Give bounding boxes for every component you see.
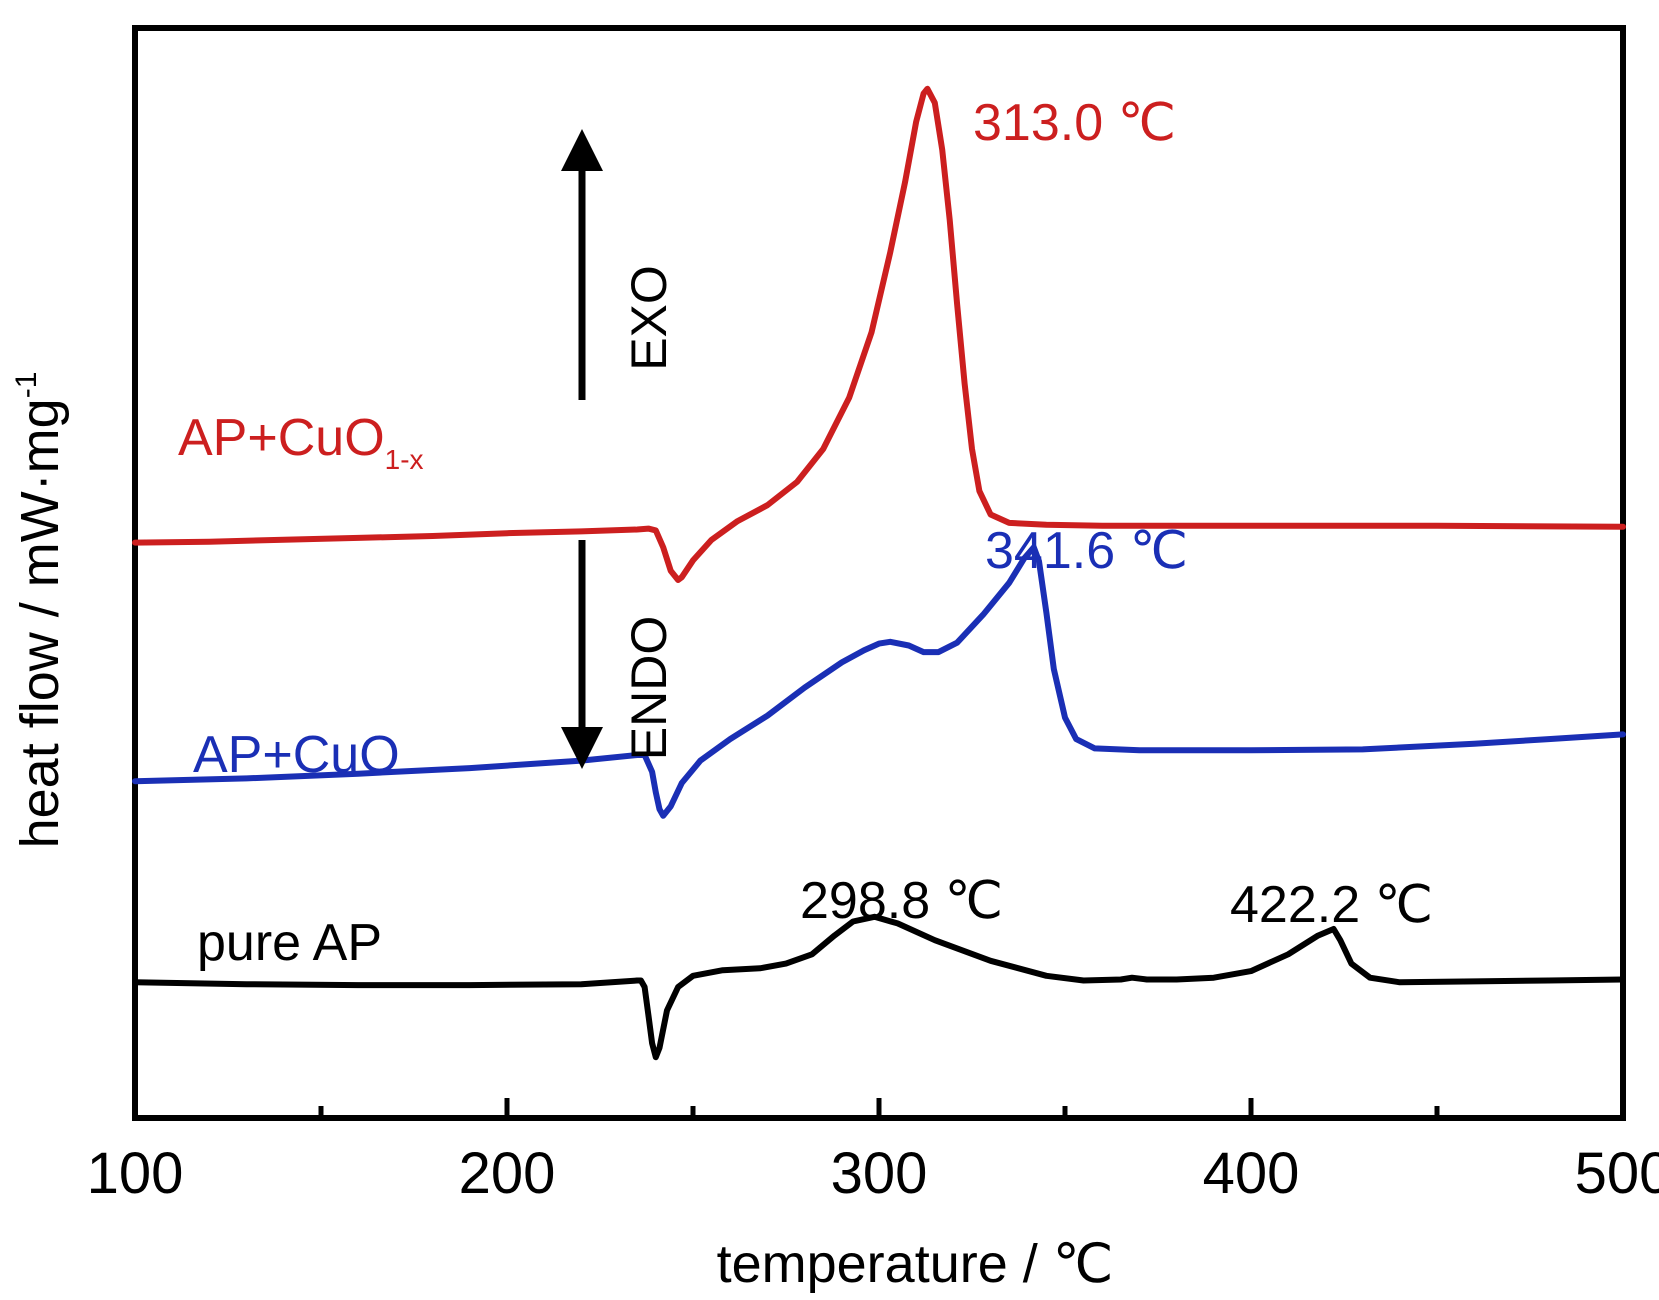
peak-label-313: 313.0 ℃ (973, 94, 1176, 152)
series-label-ap-cuo1x-main: AP+CuO (178, 409, 385, 467)
series-line-ap-cuo1x (132, 85, 1626, 583)
x-tick-label-200: 200 (459, 1141, 556, 1206)
series-layer (132, 85, 1626, 1061)
peak-label-341: 341.6 ℃ (985, 522, 1188, 580)
y-axis-title-sup: -1 (10, 372, 43, 399)
x-ticks: 100 200 300 400 500 (87, 1098, 1659, 1206)
x-tick-label-300: 300 (831, 1141, 928, 1206)
series-label-ap-cuo1x: AP+CuO1-x (178, 409, 424, 475)
y-axis-title-main: heat flow / mW·mg (10, 398, 70, 848)
x-tick-label-100: 100 (87, 1141, 184, 1206)
exo-label: EXO (621, 265, 677, 371)
x-axis-title: temperature / ℃ (717, 1234, 1114, 1294)
peak-label-422: 422.2 ℃ (1230, 876, 1433, 934)
y-axis-title: heat flow / mW·mg-1 (10, 372, 70, 849)
series-label-ap-cuo1x-sub: 1-x (385, 444, 424, 475)
series-label-pure-ap: pure AP (197, 914, 382, 972)
series-line-pure-ap (132, 913, 1626, 1061)
peak-label-298: 298.8 ℃ (800, 872, 1003, 930)
series-line-ap-cuo (132, 544, 1626, 819)
x-tick-label-400: 400 (1203, 1141, 1300, 1206)
series-label-ap-cuo: AP+CuO (193, 726, 400, 784)
x-tick-label-500: 500 (1575, 1141, 1659, 1206)
endo-label: ENDO (621, 616, 677, 760)
